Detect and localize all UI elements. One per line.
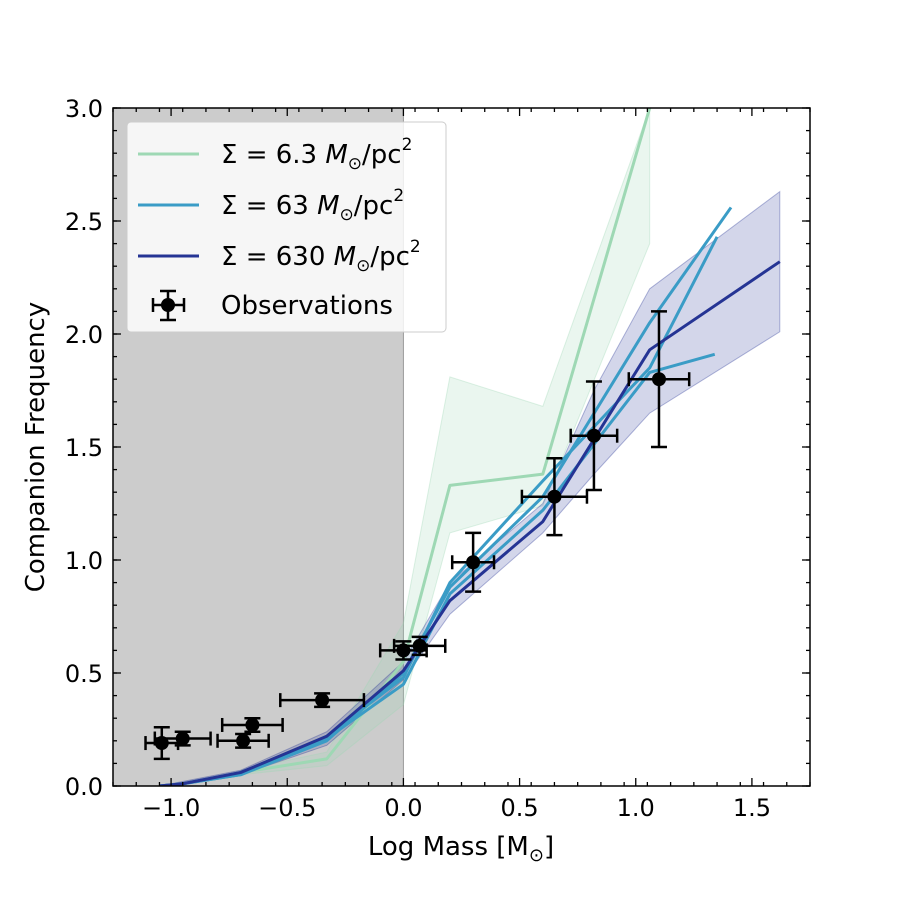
observation-point-10 [651,372,666,387]
x-tick-label-4: 1.0 [617,794,655,822]
x-tick-label-2: 0.0 [384,794,422,822]
y-tick-label-1: 0.5 [65,660,103,688]
observation-9 [569,380,619,492]
legend-frame [126,121,447,333]
observation-1 [153,730,212,747]
y-tick-label-3: 1.5 [65,434,103,462]
observation-8 [520,457,589,537]
legend: Σ = 6.3 M⊙/pc2 Σ = 63 M⊙/pc2 Σ = 630 M⊙/… [126,121,447,333]
band-0 [240,108,651,776]
observation-point-2 [236,733,251,748]
legend-label-sigma-630: Σ = 630 M⊙/pc2 [221,237,421,276]
observation-10 [627,310,691,449]
y-tick-label-0: 0.0 [65,773,103,801]
y-tick-label-2: 1.0 [65,547,103,575]
x-tick-label-0: −1.0 [142,794,200,822]
observation-4 [279,692,366,709]
observation-6 [392,635,447,657]
series-line-2 [240,108,652,774]
observation-point-8 [547,489,562,504]
y-tick-label-4: 2.0 [65,321,103,349]
x-tick-label-5: 1.5 [733,794,771,822]
observation-7 [450,531,496,593]
observation-2 [216,732,270,749]
legend-label-sigma-63: Σ = 63 M⊙/pc2 [221,186,404,225]
x-axis-label-close: ] [544,832,554,862]
y-axis-label: Companion Frequency [21,302,51,593]
observation-point-9 [586,428,601,443]
observation-point-1 [175,731,190,746]
observation-point-4 [315,693,330,708]
legend-label-observations: Observations [221,291,393,321]
observation-3 [220,716,284,734]
y-tick-label-5: 2.5 [65,208,103,236]
x-tick-label-1: −0.5 [258,794,316,822]
series-line-6 [159,260,781,786]
legend-errorbar-observations [151,289,186,322]
x-axis-label-sub: ⊙ [529,845,544,866]
observation-point-7 [466,555,481,570]
x-tick-label-3: 0.5 [500,794,538,822]
x-axis-label: Log Mass [M⊙] [368,832,554,866]
y-tick-label-6: 3.0 [65,95,103,123]
x-axis-label-text: Log Mass [M [368,832,529,862]
observation-point-6 [412,638,427,653]
legend-label-sigma-6-3: Σ = 6.3 M⊙/pc2 [221,135,412,174]
observation-point-3 [245,717,260,732]
